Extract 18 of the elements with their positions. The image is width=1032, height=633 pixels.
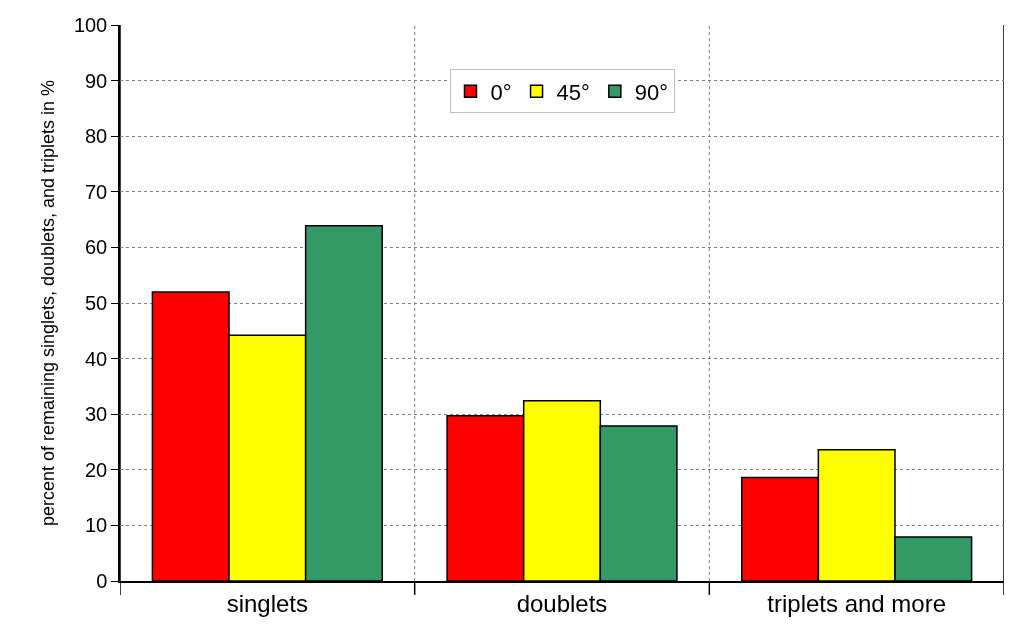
y-tick-label: 90 — [85, 69, 108, 92]
x-tick-label: doublets — [516, 589, 608, 617]
y-tick-label: 70 — [85, 180, 108, 203]
y-tick-label: 10 — [85, 514, 108, 537]
legend-label: 45° — [556, 79, 590, 105]
x-tick-label: triplets and more — [767, 589, 947, 617]
y-tick-label: 30 — [85, 403, 108, 426]
y-axis-title: percent of remaining singlets, doublets, and triplets in % — [37, 79, 58, 527]
y-tick-label: 40 — [85, 347, 108, 370]
legend-label: 90° — [634, 79, 669, 105]
legend-label: 0° — [490, 79, 512, 105]
y-tick-label: 0 — [96, 570, 108, 592]
y-tick-label: 80 — [85, 125, 108, 148]
y-tick-label: 60 — [85, 236, 108, 259]
x-tick-label: singlets — [226, 589, 309, 617]
y-tick-label: 50 — [85, 292, 108, 314]
y-tick-label: 20 — [85, 458, 108, 481]
y-tick-label: 100 — [73, 14, 108, 36]
